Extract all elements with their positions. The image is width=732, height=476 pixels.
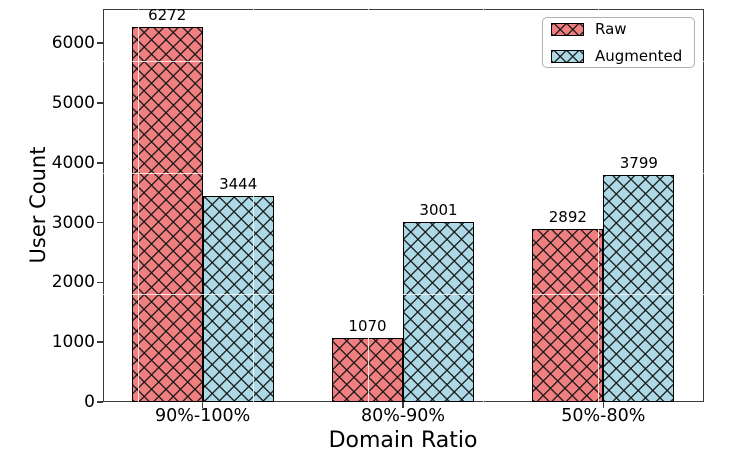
y-tick-label: 5000 bbox=[51, 92, 95, 113]
bar-value-label: 2892 bbox=[548, 208, 587, 226]
white-gridline-vertical bbox=[367, 9, 369, 402]
white-gridline-vertical bbox=[137, 9, 139, 402]
bar-value-label: 3001 bbox=[419, 201, 458, 220]
x-tick-label: 90%-100% bbox=[155, 406, 251, 426]
bar-value-label: 3444 bbox=[219, 174, 258, 193]
bar-augmented-1 bbox=[403, 222, 474, 402]
bar-raw-0 bbox=[131, 26, 203, 402]
x-tick-mark bbox=[402, 402, 404, 408]
bar-value-label: 3799 bbox=[619, 153, 658, 172]
legend-row-augmented: Augmented bbox=[551, 47, 694, 65]
y-tick-mark bbox=[96, 221, 103, 224]
y-tick-mark bbox=[96, 341, 103, 343]
legend-label-raw: Raw bbox=[595, 20, 627, 38]
y-tick-mark bbox=[96, 401, 103, 403]
x-tick-label: 50%-80% bbox=[561, 406, 646, 426]
bar-value-label: 1070 bbox=[348, 316, 387, 335]
y-tick-mark bbox=[96, 42, 103, 44]
bar-raw-2 bbox=[532, 229, 604, 402]
legend-swatch-raw bbox=[551, 22, 584, 36]
y-tick-label: 1000 bbox=[51, 332, 95, 353]
y-tick-mark bbox=[96, 102, 103, 104]
white-gridline-vertical bbox=[252, 9, 254, 402]
y-tick-label: 4000 bbox=[51, 152, 95, 173]
x-tick-label: 80%-90% bbox=[360, 406, 446, 426]
x-tick-mark bbox=[602, 402, 605, 408]
y-tick-label: 0 bbox=[84, 392, 95, 412]
white-gridline-horizontal bbox=[102, 294, 704, 295]
white-gridline-horizontal bbox=[102, 61, 704, 62]
legend: Raw Augmented bbox=[542, 17, 695, 68]
white-gridline-vertical bbox=[597, 9, 599, 402]
y-tick-label: 6000 bbox=[51, 33, 95, 54]
white-gridline-horizontal bbox=[102, 173, 704, 174]
bar-value-label: 6272 bbox=[148, 5, 187, 24]
legend-swatch-augmented bbox=[551, 49, 584, 63]
legend-row-raw: Raw bbox=[551, 20, 694, 38]
white-gridline-vertical bbox=[482, 9, 484, 402]
y-tick-label: 3000 bbox=[51, 212, 95, 233]
bar-augmented-2 bbox=[603, 174, 675, 402]
y-tick-mark bbox=[96, 161, 103, 164]
y-tick-label: 2000 bbox=[51, 272, 95, 293]
legend-label-augmented: Augmented bbox=[595, 47, 683, 65]
x-tick-mark bbox=[201, 402, 204, 408]
x-axis-label: Domain Ratio bbox=[328, 428, 478, 453]
bar-augmented-0 bbox=[202, 195, 274, 402]
y-tick-mark bbox=[96, 281, 103, 284]
